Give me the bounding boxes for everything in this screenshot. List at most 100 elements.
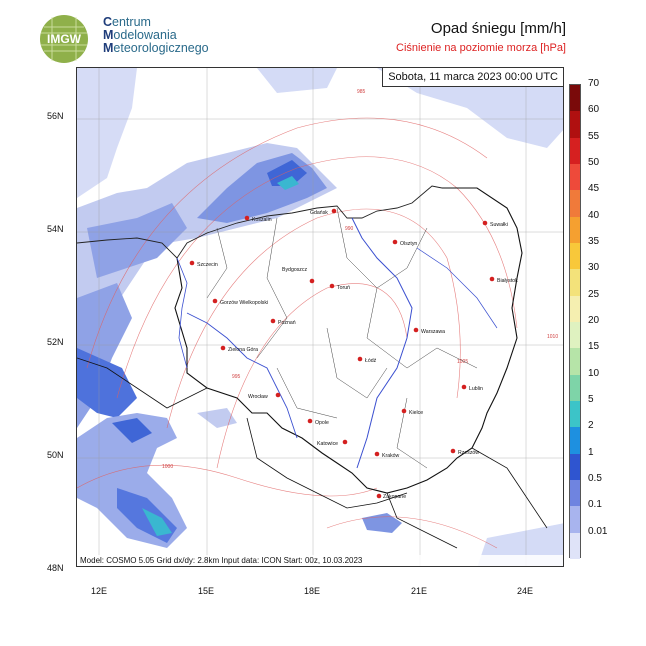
svg-text:Opole: Opole [315,420,329,426]
svg-text:Gdańsk: Gdańsk [310,210,328,216]
organization-name: Centrum Modelowania Meteorologicznego [103,15,209,55]
lon-label-12e: 12E [91,586,108,596]
city-rzeszow: Rzeszów [450,448,479,456]
colorbar-segment [570,480,580,507]
colorbar-segment [570,190,580,218]
isobars [77,117,518,549]
river-bug [416,247,498,329]
svg-text:Suwałki: Suwałki [490,222,508,228]
svg-text:Bydgoszcz: Bydgoszcz [282,267,307,273]
colorbar-segment [570,137,580,165]
colorbar-label: 60 [588,104,600,116]
colorbar-segment [570,322,580,349]
colorbar-segment [570,85,580,112]
city-gdansk: Gdańsk [310,208,337,216]
colorbar-segment [570,532,580,560]
colorbar-segment [570,348,580,376]
model-info: Model: COSMO 5.05 Grid dx/dy: 2.8km Inpu… [77,555,563,566]
city-koszalin: Koszalin [244,215,272,223]
colorbar-label: 5 [588,394,594,405]
header: IMGW Centrum Modelowania Meteorologiczne… [0,0,646,66]
colorbar-label: 30 [588,262,600,274]
svg-text:Zielona Góra: Zielona Góra [228,347,258,353]
svg-text:990: 990 [345,226,354,232]
isobar-labels: 985 990 995 1000 1005 1010 [162,89,558,470]
svg-text:Kielce: Kielce [409,410,423,416]
colorbar-label: 10 [588,367,600,379]
region-borders [206,207,478,469]
lon-label-18e: 18E [304,586,321,596]
svg-text:Białystok: Białystok [497,278,518,284]
svg-text:1010: 1010 [547,334,558,340]
colorbar-label: 45 [588,183,600,195]
map-title: Opad śniegu [mm/h] [430,20,566,37]
colorbar-label: 70 [588,78,600,89]
colorbar-label: 55 [588,130,600,142]
svg-text:Zakopane: Zakopane [383,494,406,500]
colorbar-label: 15 [588,341,600,353]
graticule [77,68,563,566]
colorbar-segment [570,164,580,191]
forecast-date: Sobota, 11 marca 2023 00:00 UTC [382,68,563,87]
city-zielona-gora: Zielona Góra [220,345,258,353]
svg-text:Katowice: Katowice [317,441,338,447]
city-wroclaw: Wrocław [248,392,281,400]
city-krakow: Kraków [374,451,400,459]
map-svg: 985 990 995 1000 1005 1010 Gdańsk Koszal… [77,68,563,566]
colorbar-segment [570,427,580,455]
colorbar-segment [570,243,580,270]
map-panel: 985 990 995 1000 1005 1010 Gdańsk Koszal… [76,67,564,567]
svg-text:Rzeszów: Rzeszów [458,450,479,456]
colorbar-label: 0.01 [588,525,608,537]
colorbar-segment [570,111,580,139]
colorbar-segment [570,295,580,323]
city-gorzow: Gorzów Wielkopolski [212,298,268,306]
city-suwalki: Suwałki [482,220,508,228]
svg-text:Olsztyn: Olsztyn [400,241,417,247]
colorbar-label: 50 [588,157,600,168]
city-poznan: Poznań [270,318,296,326]
colorbar-label: 35 [588,236,600,247]
svg-text:Koszalin: Koszalin [252,217,272,223]
city-torun: Toruń [329,283,350,291]
city-bialystok: Białystok [489,276,518,284]
svg-text:1005: 1005 [457,359,468,365]
colorbar-label: 0.5 [588,473,602,484]
city-bydgoszcz: Bydgoszcz [282,267,315,284]
snowfall-shading [77,68,563,566]
svg-text:Lublin: Lublin [469,386,483,392]
colorbar-label: 25 [588,288,600,300]
lat-label-54n: 54N [47,224,64,234]
map-subtitle: Ciśnienie na poziomie morza [hPa] [396,42,566,54]
colorbar-segment [570,401,580,428]
neighbor-borders [77,357,548,549]
svg-text:Warszawa: Warszawa [421,329,445,335]
river-border [176,257,188,369]
colorbar-segment [570,506,580,534]
lat-label-50n: 50N [47,450,64,460]
svg-text:Wrocław: Wrocław [248,394,268,400]
lon-label-21e: 21E [411,586,428,596]
lat-label-56n: 56N [47,111,64,121]
colorbar-label: 20 [588,315,600,326]
colorbar-label: 0.1 [588,499,602,511]
svg-text:995: 995 [232,374,241,380]
svg-text:985: 985 [357,89,366,95]
river-oder [186,312,298,439]
city-lodz: Łódź [357,356,377,364]
city-olsztyn: Olsztyn [392,239,417,247]
lon-label-24e: 24E [517,586,534,596]
imgw-logo: IMGW [40,15,88,63]
svg-text:Szczecin: Szczecin [197,262,218,268]
lat-label-52n: 52N [47,337,64,347]
colorbar-segment [570,269,580,297]
river-vistula [351,217,413,469]
city-katowice: Katowice [317,439,348,447]
cities: Gdańsk Koszalin Suwałki Olsztyn Szczecin… [189,208,518,500]
colorbar-segment [570,453,580,481]
svg-text:Toruń: Toruń [337,285,350,291]
colorbar-label: 40 [588,209,600,221]
city-zakopane: Zakopane [376,493,406,500]
svg-text:Poznań: Poznań [278,320,296,326]
colorbar-segment [570,374,580,402]
